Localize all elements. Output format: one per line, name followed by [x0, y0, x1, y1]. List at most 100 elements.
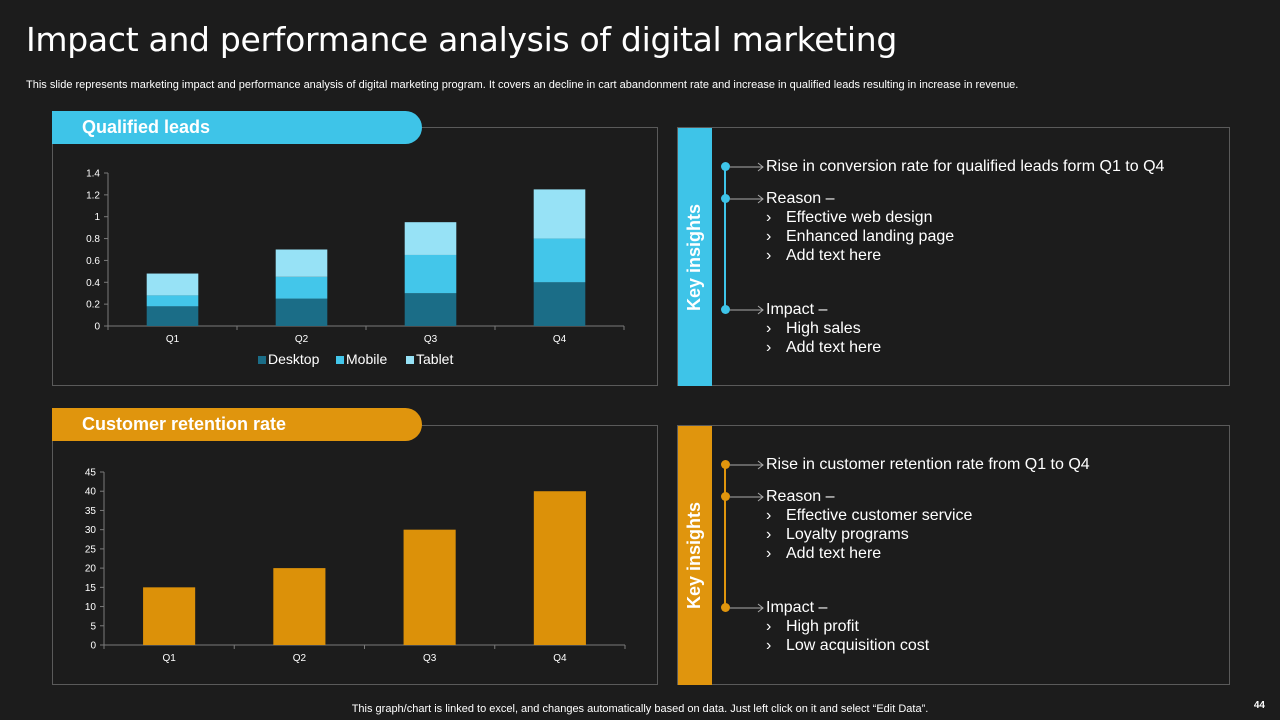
chevron-right-icon: › [766, 228, 772, 245]
leads-insights-bar: Key insights [678, 128, 712, 386]
legend-swatch-mobile [336, 356, 344, 364]
retention-impact-item: › High profit [766, 618, 859, 635]
legend-label-tablet: Tablet [416, 351, 453, 367]
bar-q1 [143, 587, 196, 645]
leads-chart[interactable]: 0 0.2 0.4 0.6 0.8 1 1.2 1.4 Q1 Q2 Q3 Q4 Desktop Mobil… [53, 128, 659, 387]
bar-tablet-q2 [275, 249, 328, 277]
retention-label: Customer retention rate [82, 414, 287, 434]
bar-tablet-q3 [404, 222, 457, 255]
leads-timeline-line [724, 166, 726, 311]
bar-tablet-q1 [146, 273, 199, 296]
x-tick-label: Q2 [293, 653, 307, 664]
page-title: Impact and performance analysis of digit… [26, 20, 898, 59]
retention-impact-dot [721, 603, 730, 612]
leads-label-pill: Qualified leads [52, 111, 422, 144]
bar-q4 [533, 491, 586, 645]
x-tick-label: Q1 [166, 334, 180, 345]
y-tick-label: 1 [94, 212, 100, 223]
y-tick-label: 15 [85, 583, 97, 594]
arrow-right-icon [730, 305, 764, 315]
chevron-right-icon: › [766, 339, 772, 356]
bar-tablet-q4 [533, 189, 586, 239]
leads-label: Qualified leads [82, 117, 211, 137]
legend-swatch-tablet [406, 356, 414, 364]
y-tick-label: 0 [90, 641, 96, 652]
retention-timeline-line [724, 464, 726, 609]
retention-impact-item: › Low acquisition cost [766, 637, 930, 654]
legend-label-desktop: Desktop [268, 351, 320, 367]
bar-desktop-q4 [533, 282, 586, 326]
retention-reason-dot [721, 492, 730, 501]
chevron-right-icon: › [766, 545, 772, 562]
leads-rise-text: Rise in conversion rate for qualified le… [766, 158, 1165, 175]
y-tick-label: 30 [85, 525, 97, 536]
y-tick-label: 0 [94, 322, 100, 333]
retention-insights-label: Key insights [684, 501, 705, 610]
retention-chart-panel: 0 5 10 15 20 25 30 35 40 45 Q1 Q2 Q3 Q4 [52, 425, 658, 685]
leads-rise-dot [721, 162, 730, 171]
y-tick-label: 0.4 [86, 278, 100, 289]
x-tick-label: Q4 [553, 334, 567, 345]
bar-desktop-q2 [275, 298, 328, 326]
leads-reason-item: › Enhanced landing page [766, 228, 955, 245]
x-tick-label: Q2 [295, 334, 309, 345]
leads-reason-item: › Effective web design [766, 209, 933, 226]
leads-reason-dot [721, 194, 730, 203]
chevron-right-icon: › [766, 209, 772, 226]
chevron-right-icon: › [766, 320, 772, 337]
arrow-right-icon [730, 460, 764, 470]
retention-rise-dot [721, 460, 730, 469]
y-tick-label: 20 [85, 564, 97, 575]
chevron-right-icon: › [766, 637, 772, 654]
bar-mobile-q3 [404, 254, 457, 294]
retention-reason-item: › Loyalty programs [766, 526, 909, 543]
legend-label-mobile: Mobile [346, 351, 387, 367]
y-tick-label: 1.4 [86, 169, 100, 180]
y-tick-label: 1.2 [86, 190, 100, 201]
leads-impact-item: › Add text here [766, 339, 882, 356]
leads-insights-panel: Key insights Rise in conversion rate for… [677, 127, 1230, 386]
y-tick-label: 5 [90, 621, 96, 632]
retention-reason-label: Reason – [766, 488, 835, 505]
chevron-right-icon: › [766, 247, 772, 264]
leads-reason-item: › Add text here [766, 247, 882, 264]
y-tick-label: 0.6 [86, 256, 100, 267]
retention-label-pill: Customer retention rate [52, 408, 422, 441]
y-tick-label: 35 [85, 506, 97, 517]
retention-reason-item: › Add text here [766, 545, 882, 562]
bar-mobile-q4 [533, 238, 586, 283]
x-tick-label: Q1 [162, 653, 176, 664]
y-tick-label: 45 [85, 468, 97, 479]
arrow-right-icon [730, 603, 764, 613]
x-tick-label: Q3 [424, 334, 438, 345]
footer-note: This graph/chart is linked to excel, and… [351, 703, 929, 715]
retention-chart[interactable]: 0 5 10 15 20 25 30 35 40 45 Q1 Q2 Q3 Q4 [53, 426, 659, 686]
bar-desktop-q1 [146, 306, 199, 326]
leads-impact-label: Impact – [766, 301, 828, 318]
arrow-right-icon [730, 194, 764, 204]
x-tick-label: Q4 [553, 653, 567, 664]
y-tick-label: 10 [85, 602, 97, 613]
retention-insights-bar: Key insights [678, 426, 712, 685]
leads-insights-label: Key insights [684, 203, 705, 311]
retention-reason-item: › Effective customer service [766, 507, 973, 524]
legend-swatch-desktop [258, 356, 266, 364]
retention-rise-text: Rise in customer retention rate from Q1 … [766, 456, 1090, 473]
retention-impact-label: Impact – [766, 599, 828, 616]
retention-insights-panel: Key insights Rise in customer retention … [677, 425, 1230, 685]
leads-chart-panel: 0 0.2 0.4 0.6 0.8 1 1.2 1.4 Q1 Q2 Q3 Q4 Desktop Mobil… [52, 127, 658, 386]
leads-impact-dot [721, 305, 730, 314]
arrow-right-icon [730, 162, 764, 172]
bar-desktop-q3 [404, 293, 457, 326]
leads-impact-item: › High sales [766, 320, 861, 337]
y-tick-label: 40 [85, 487, 97, 498]
bar-mobile-q2 [275, 276, 328, 299]
chevron-right-icon: › [766, 618, 772, 635]
chevron-right-icon: › [766, 526, 772, 543]
page-number: 44 [1253, 700, 1265, 711]
y-tick-label: 0.8 [86, 234, 100, 245]
leads-reason-label: Reason – [766, 190, 835, 207]
bar-q2 [273, 568, 326, 645]
chevron-right-icon: › [766, 507, 772, 524]
bar-q3 [403, 529, 456, 645]
